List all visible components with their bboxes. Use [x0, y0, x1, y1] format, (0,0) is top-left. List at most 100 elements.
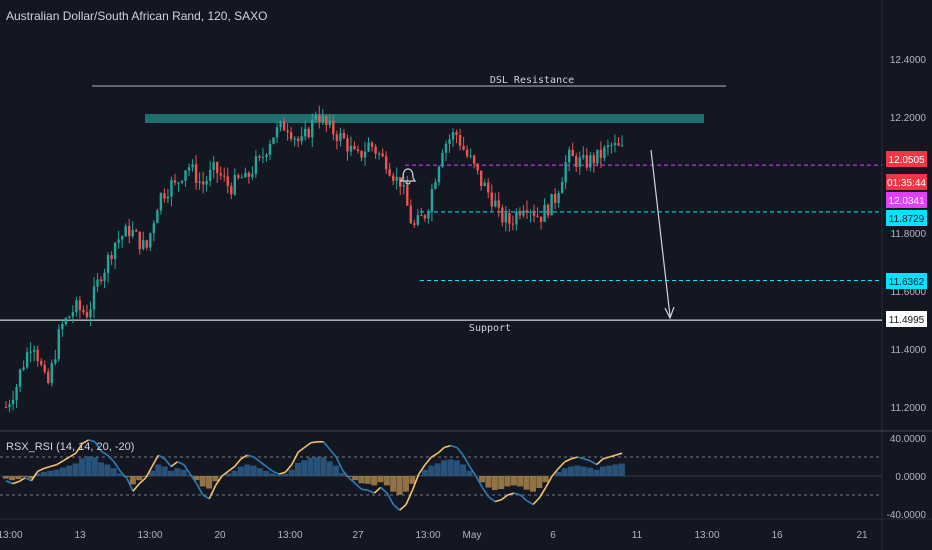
y-tick-label: 12.4000: [890, 55, 927, 66]
candle-body: [40, 360, 43, 365]
candle-body: [377, 153, 381, 155]
osc-histogram-bar: [606, 465, 613, 476]
osc-y-tick-label: 40.0000: [890, 434, 927, 445]
candle-body: [29, 351, 32, 353]
candle-body: [64, 318, 68, 325]
candle-body: [293, 138, 296, 140]
candle-body: [258, 156, 261, 158]
osc-line-segment: [88, 439, 96, 443]
osc-line-segment: [443, 444, 451, 449]
candle-body: [339, 133, 342, 141]
candle-body: [296, 138, 300, 142]
osc-histogram-bar: [269, 473, 276, 476]
candle-body: [508, 212, 511, 224]
osc-line-segment: [214, 475, 223, 486]
osc-histogram-bar: [72, 463, 79, 476]
projection-arrow-line: [650, 149, 671, 317]
candle-body: [610, 144, 613, 146]
osc-histogram-bar: [40, 471, 47, 476]
candle-body: [8, 404, 11, 408]
candle-body: [392, 175, 395, 181]
osc-line-segment: [183, 464, 191, 475]
candle-body: [430, 188, 434, 212]
candle-body: [159, 193, 163, 211]
osc-line-segment: [177, 461, 185, 466]
candle-body: [71, 312, 75, 317]
osc-line-segment: [538, 486, 547, 499]
candle-body: [300, 136, 303, 142]
candle-body: [99, 279, 103, 282]
osc-line-segment: [609, 454, 616, 458]
osc-histogram-bar: [587, 467, 594, 476]
osc-histogram-bar: [79, 458, 86, 476]
candle-body: [4, 407, 8, 408]
candle-body: [441, 152, 444, 167]
candle-body: [395, 177, 398, 181]
candle-body: [110, 254, 113, 259]
candle-body: [402, 185, 405, 187]
candle-body: [142, 240, 145, 249]
osc-line-segment: [240, 454, 248, 460]
candle-body: [61, 324, 64, 330]
candle-body: [265, 154, 268, 157]
osc-histogram-bar: [155, 464, 162, 476]
candle-body: [251, 173, 254, 177]
osc-histogram-bar: [193, 476, 200, 481]
candle-body: [117, 239, 120, 243]
candle-body: [522, 210, 525, 216]
y-tick-label: 12.2000: [890, 113, 927, 124]
osc-line-segment: [170, 461, 178, 468]
osc-line-segment: [519, 494, 528, 502]
x-tick-label: 13:00: [137, 530, 162, 541]
candle-body: [575, 156, 578, 167]
osc-line-segment: [335, 456, 344, 471]
candle-body: [311, 119, 314, 138]
candle-body: [25, 352, 29, 368]
osc-line-segment: [367, 489, 375, 494]
osc-histogram-bar: [447, 459, 454, 476]
osc-line-segment: [234, 458, 242, 468]
osc-line-segment: [278, 471, 286, 475]
candle-body: [546, 204, 550, 216]
osc-histogram-bar: [110, 468, 117, 476]
osc-line-segment: [297, 446, 305, 453]
osc-histogram-bar: [326, 461, 333, 476]
osc-line-segment: [341, 469, 350, 479]
candle-body: [384, 156, 388, 170]
osc-line-segment: [310, 441, 318, 444]
osc-line-segment: [418, 464, 426, 475]
osc-line-segment: [450, 444, 458, 449]
candle-body: [423, 215, 427, 219]
osc-histogram-bar: [421, 469, 428, 476]
candle-body: [444, 143, 448, 153]
candle-body: [437, 166, 441, 183]
osc-line-segment: [481, 486, 490, 498]
candle-body: [247, 172, 251, 177]
candle-body: [406, 185, 409, 206]
osc-histogram-bar: [409, 476, 416, 484]
osc-histogram-bar: [352, 476, 359, 481]
y-tick-label: 11.4000: [891, 345, 927, 356]
price-label-box: [886, 151, 927, 167]
osc-line-segment: [158, 454, 166, 460]
candle-body: [596, 149, 599, 164]
candle-body: [57, 329, 60, 360]
osc-line-segment: [513, 492, 521, 496]
candle-body: [515, 211, 518, 225]
candle-body: [68, 316, 71, 319]
candle-body: [532, 212, 536, 216]
x-tick-label: 20: [214, 530, 226, 541]
osc-histogram-bar: [333, 465, 340, 476]
x-tick-label: 16: [771, 530, 783, 541]
price-label-text: 01:35:44: [887, 178, 926, 189]
candle-body: [448, 139, 451, 144]
candle-body: [571, 149, 574, 157]
candle-body: [318, 115, 321, 123]
candle-body: [472, 155, 476, 164]
price-label-text: 11.8729: [889, 214, 925, 225]
candle-body: [177, 182, 180, 184]
osc-histogram-bar: [358, 476, 365, 484]
candle-body: [106, 254, 110, 273]
candle-body: [254, 156, 258, 174]
candle-body: [487, 182, 490, 193]
